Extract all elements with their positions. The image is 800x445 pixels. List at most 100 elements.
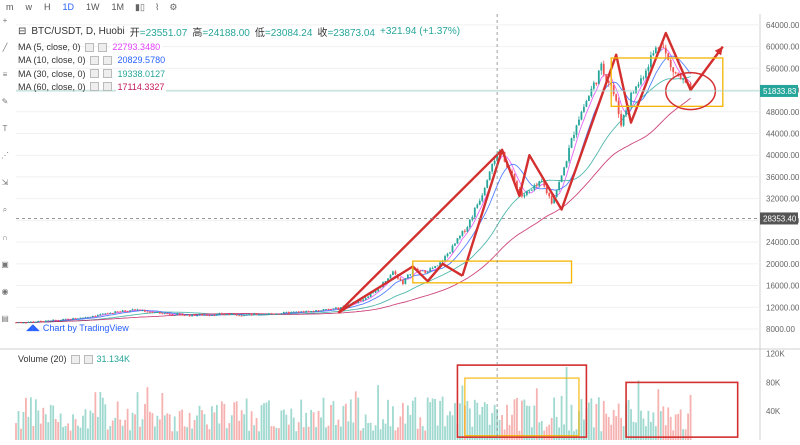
- volume-bar: [382, 419, 384, 440]
- volume-bar: [538, 422, 541, 440]
- volume-bar: [114, 417, 117, 440]
- volume-bar: [409, 414, 412, 440]
- candle-body: [558, 182, 561, 190]
- volume-bar: [689, 394, 692, 440]
- ma-legend-row: MA (30, close, 0) 19338.0127: [18, 68, 460, 79]
- fib-tool-icon[interactable]: ≡: [2, 70, 8, 79]
- close-icon[interactable]: [102, 69, 112, 79]
- volume-bar: [206, 424, 208, 440]
- candle-body: [228, 314, 231, 316]
- volume-bar: [243, 414, 246, 440]
- candle-body: [84, 317, 87, 319]
- candle-body: [263, 314, 265, 316]
- collapse-legend-icon[interactable]: ⊟: [18, 26, 27, 37]
- visibility-toggle-icon[interactable]: [84, 42, 94, 52]
- candle-body: [645, 70, 647, 78]
- interval-h[interactable]: H: [44, 2, 51, 12]
- indicator-icon[interactable]: ⌇: [154, 1, 160, 12]
- close-icon[interactable]: [97, 42, 107, 52]
- eye-tool-icon[interactable]: ◉: [1, 287, 9, 296]
- candle-body: [37, 320, 40, 323]
- candle-body: [431, 268, 434, 269]
- candle-body: [463, 230, 466, 232]
- volume-bar: [42, 407, 45, 440]
- candle-body: [213, 315, 216, 316]
- candle-body: [273, 313, 275, 315]
- interval-1d[interactable]: 1D: [62, 2, 75, 12]
- measure-tool-icon[interactable]: ⇲: [1, 178, 9, 187]
- candle-body: [647, 67, 650, 71]
- volume-bar: [91, 413, 94, 440]
- settings-icon[interactable]: ⚙: [169, 1, 178, 12]
- crosshair-tool-icon[interactable]: +: [2, 16, 8, 25]
- visibility-toggle-icon[interactable]: [89, 55, 99, 65]
- ma-value: 19338.0127: [115, 68, 168, 79]
- volume-bar: [163, 415, 166, 440]
- interval-w[interactable]: w: [25, 2, 33, 12]
- volume-bar: [369, 422, 372, 440]
- candle-body: [421, 270, 424, 272]
- volume-bar: [215, 404, 218, 440]
- volume-bar: [411, 400, 414, 440]
- volume-tick-label: 120K: [766, 350, 785, 359]
- zoom-tool-icon[interactable]: ⌕: [2, 205, 8, 214]
- volume-bar: [478, 414, 481, 440]
- candle-body: [307, 311, 310, 313]
- trendline-tool-icon[interactable]: ╱: [2, 43, 8, 52]
- close-icon[interactable]: [102, 55, 112, 65]
- visibility-toggle-icon[interactable]: [89, 69, 99, 79]
- lock-tool-icon[interactable]: ▣: [1, 260, 9, 269]
- candle-body: [277, 313, 280, 315]
- highlight-box: [412, 260, 573, 284]
- trash-tool-icon[interactable]: ▤: [1, 314, 9, 323]
- volume-bar: [312, 412, 315, 440]
- candle-body: [49, 320, 52, 322]
- interval-1w[interactable]: 1W: [86, 2, 100, 12]
- candle-body: [258, 314, 260, 316]
- candle-body: [193, 314, 196, 316]
- candle-body: [166, 313, 169, 315]
- volume-bar: [161, 392, 164, 440]
- interval-1m[interactable]: 1M: [111, 2, 125, 12]
- candle-body: [17, 322, 20, 324]
- volume-bar: [590, 398, 593, 440]
- candle-body: [34, 322, 37, 323]
- volume-bar: [129, 430, 131, 440]
- visibility-toggle-icon[interactable]: [89, 82, 99, 92]
- brush-tool-icon[interactable]: ✎: [1, 97, 9, 106]
- volume-bar: [34, 399, 37, 440]
- volume-bar: [332, 401, 335, 440]
- bar-style-icon[interactable]: ▮▯: [135, 1, 145, 12]
- candle-body: [468, 219, 471, 228]
- ohlc-high: 高=24188.00: [192, 28, 250, 39]
- candle-body: [565, 161, 568, 168]
- text-tool-icon[interactable]: T: [2, 124, 8, 133]
- volume-bar: [672, 430, 675, 440]
- candle-body: [449, 252, 451, 254]
- volume-bar: [575, 429, 578, 440]
- volume-bar: [238, 420, 241, 440]
- candle-body: [153, 312, 156, 314]
- candle-body: [178, 313, 181, 315]
- candle-body: [158, 311, 161, 314]
- volume-bar: [533, 405, 536, 440]
- candle-body: [208, 315, 211, 317]
- magnet-tool-icon[interactable]: ∩: [2, 233, 8, 242]
- pattern-tool-icon[interactable]: ⋰: [1, 151, 9, 160]
- volume-bar: [446, 415, 449, 440]
- candle-body: [22, 322, 25, 324]
- candle-body: [511, 170, 513, 174]
- volume-bar: [498, 419, 501, 440]
- tradingview-watermark[interactable]: ◢◣ Chart by TradingView: [26, 322, 129, 333]
- close-icon[interactable]: [102, 82, 112, 92]
- candle-body: [201, 314, 203, 316]
- candle-body: [297, 311, 300, 313]
- candle-body: [176, 313, 179, 316]
- visibility-toggle-icon[interactable]: [70, 354, 80, 364]
- close-icon[interactable]: [83, 354, 93, 364]
- candle-body: [516, 181, 518, 190]
- candle-body: [72, 318, 74, 320]
- interval-m[interactable]: m: [6, 2, 14, 12]
- volume-bar: [17, 410, 20, 440]
